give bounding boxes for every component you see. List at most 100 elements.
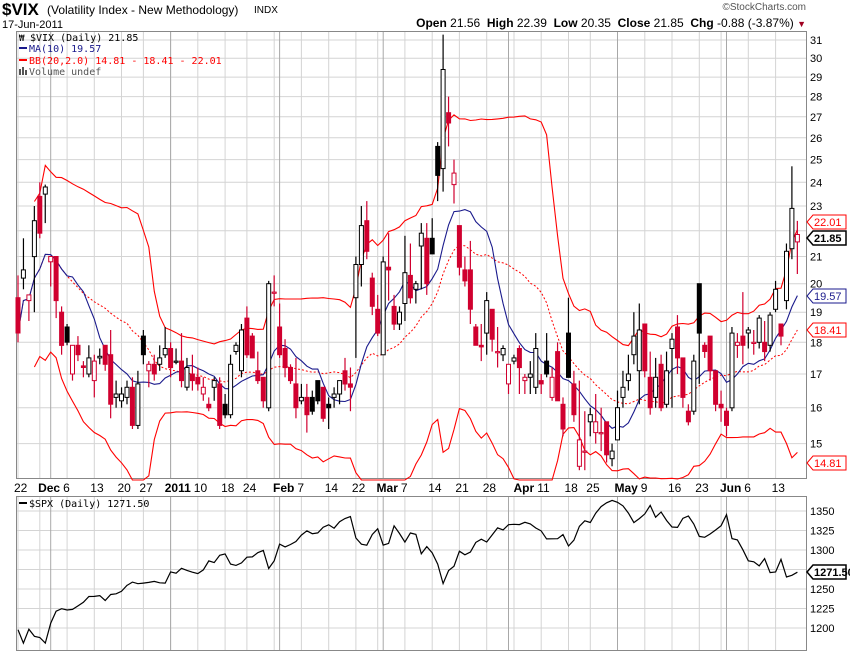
- candle-body: [217, 383, 223, 426]
- candle: [544, 333, 550, 378]
- candle: [767, 312, 773, 352]
- candle-body: [784, 250, 789, 302]
- price-axis-tick: 26: [810, 133, 822, 145]
- candle: [124, 380, 130, 405]
- candle-body: [440, 69, 446, 170]
- candle-body: [533, 348, 539, 388]
- candle: [664, 351, 670, 408]
- candle: [527, 361, 533, 394]
- candle: [451, 159, 457, 204]
- date-axis-label: 28: [483, 481, 497, 495]
- candle: [511, 354, 517, 365]
- price-axis-tick: 27: [810, 112, 822, 124]
- ma-tag: 19.57: [806, 288, 847, 304]
- candle: [456, 225, 462, 276]
- candle: [647, 351, 653, 415]
- candle-body: [402, 272, 408, 305]
- candle: [587, 407, 593, 437]
- candlesticks: [15, 34, 800, 471]
- price-axis-tick: 21: [810, 252, 822, 264]
- candle: [157, 345, 163, 371]
- candle-body: [320, 386, 326, 419]
- candle-body: [664, 370, 670, 405]
- date-axis-label: 6: [63, 481, 70, 495]
- candle-body: [211, 380, 217, 388]
- candle-body: [37, 195, 43, 234]
- candle-body: [587, 414, 593, 423]
- candle-body: [566, 332, 571, 378]
- candle: [740, 292, 746, 365]
- price-axis-tick: 15: [810, 439, 822, 451]
- candle-body: [429, 237, 435, 255]
- candle-body: [184, 367, 190, 388]
- bb-upper-tag-box: [806, 214, 847, 230]
- candle: [778, 323, 784, 346]
- candle-body: [102, 344, 108, 365]
- candle-body: [751, 341, 757, 344]
- candle-body: [386, 266, 392, 271]
- date-axis-label: Apr: [514, 481, 535, 495]
- open-value: 21.56: [450, 16, 481, 30]
- candle-body: [64, 326, 70, 343]
- candle: [495, 327, 501, 368]
- candle-body: [669, 338, 675, 350]
- candle: [15, 275, 21, 343]
- bb-lower-tag-box: [806, 455, 847, 471]
- candle-body: [228, 363, 234, 416]
- change-label: Chg: [690, 16, 714, 30]
- candle-body: [326, 403, 332, 409]
- candle-body: [538, 380, 544, 385]
- candle: [522, 374, 528, 394]
- legend-volume: Volume undef: [29, 67, 101, 78]
- candle-body: [582, 450, 588, 453]
- candle-body: [500, 348, 506, 356]
- candle-body: [473, 326, 479, 346]
- date-axis-label: 14: [428, 481, 442, 495]
- candle: [239, 324, 244, 378]
- candle-body: [767, 314, 773, 346]
- bb-middle-tag-text: 18.41: [814, 325, 842, 337]
- candle: [593, 394, 599, 444]
- candle: [298, 383, 304, 405]
- date-axis-label: Jun: [720, 481, 741, 495]
- candle-body: [288, 367, 293, 382]
- candle: [762, 321, 768, 362]
- candle: [249, 333, 255, 359]
- candle: [260, 376, 266, 408]
- candle: [615, 390, 620, 441]
- candle-body: [124, 386, 130, 398]
- high-label: High: [486, 16, 514, 30]
- candle: [691, 354, 697, 415]
- price-axis-tick: 25: [810, 155, 822, 167]
- candle-body: [615, 407, 620, 441]
- candle-body: [478, 344, 484, 348]
- candle-body: [675, 326, 680, 359]
- candle-body: [636, 329, 642, 372]
- change-value: -0.88 (-3.87%): [717, 16, 794, 30]
- spx-legend-swatch: [19, 502, 27, 504]
- copyright-link[interactable]: ©StockCharts.com: [722, 2, 806, 13]
- legend-ma: MA(10) 19.57: [29, 44, 101, 55]
- candle-body: [151, 363, 157, 375]
- date-axis-label: 20: [118, 481, 132, 495]
- candle-body: [495, 351, 501, 354]
- candle: [184, 357, 190, 391]
- candle-body: [129, 386, 135, 426]
- candle-body: [337, 380, 343, 395]
- candle: [402, 235, 408, 321]
- candle: [80, 361, 86, 378]
- candle: [794, 220, 800, 274]
- candle: [31, 206, 37, 313]
- candle: [773, 280, 779, 313]
- exchange-label: INDX: [254, 5, 278, 16]
- price-axis-tick: 24: [810, 177, 822, 189]
- spx-axis-tick: 1200: [810, 623, 834, 635]
- close-label: Close: [617, 16, 651, 30]
- candle: [20, 238, 26, 290]
- candle-body: [168, 348, 174, 369]
- candle-body: [206, 403, 212, 409]
- candle: [358, 206, 364, 287]
- candle: [288, 364, 293, 384]
- ma-legend-swatch: [19, 47, 27, 49]
- price-axis-tick: 23: [810, 201, 822, 213]
